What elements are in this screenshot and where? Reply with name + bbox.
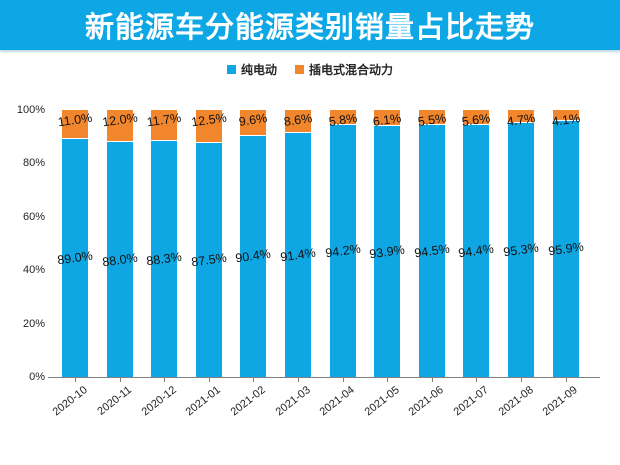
x-tick-label-text: 2021-07 xyxy=(451,384,491,419)
bar-segment-ev xyxy=(195,143,222,377)
chart-area: 0% 20% 40% 60% 80% 100% 11.0% 89.0% 2020-10 12.0%… xyxy=(0,85,620,465)
x-tick-mark xyxy=(208,378,210,382)
x-axis-line xyxy=(48,377,600,378)
x-tick-mark xyxy=(387,378,389,382)
y-tick-label: 40% xyxy=(22,264,45,277)
bar-segment-phev xyxy=(418,110,445,124)
page-title: 新能源车分能源类别销量占比走势 xyxy=(84,12,535,44)
bar-segment-ev xyxy=(418,124,445,377)
legend-item-ev: 纯电动 xyxy=(226,61,277,78)
bar-segment-phev xyxy=(508,110,534,122)
x-tick-label-text: 2020-11 xyxy=(95,384,134,418)
x-tick-label-text: 2021-04 xyxy=(317,384,357,419)
y-tick-label: 100% xyxy=(16,104,45,116)
x-tick-mark xyxy=(119,378,121,382)
bar-segment-phev xyxy=(374,110,401,126)
x-tick-label-text: 2021-06 xyxy=(406,384,447,419)
legend-label-ev: 纯电动 xyxy=(240,62,277,77)
bar-segment-phev xyxy=(195,110,222,143)
y-tick-label: 20% xyxy=(22,317,45,330)
legend-item-phev: 插电式混合动力 xyxy=(295,61,393,78)
y-tick-label: 60% xyxy=(22,210,45,223)
x-tick-label-text: 2021-01 xyxy=(183,384,224,419)
bar-segment-phev xyxy=(552,110,579,120)
x-tick-label-text: 2021-02 xyxy=(228,384,268,419)
x-tick-mark xyxy=(342,378,344,382)
bar-segment-ev xyxy=(285,132,311,377)
legend-label-phev: 插电式混合动力 xyxy=(309,62,394,77)
bar-segment-ev xyxy=(106,142,133,377)
bar-segment-phev xyxy=(151,110,178,141)
bar-segment-ev xyxy=(329,125,356,377)
bar-segment-phev xyxy=(240,110,267,135)
title-banner: 新能源车分能源类别销量占比走势 xyxy=(0,0,620,50)
ev-swatch-icon xyxy=(226,64,236,74)
bar-segment-ev xyxy=(240,135,267,377)
bar-segment-phev xyxy=(62,110,88,139)
x-tick-mark xyxy=(75,378,76,382)
x-tick-mark xyxy=(521,378,522,382)
bar-segment-ev xyxy=(552,120,579,377)
phev-swatch-icon xyxy=(295,64,304,74)
bar-segment-phev xyxy=(463,110,490,124)
x-tick-label-text: 2021-03 xyxy=(273,384,313,419)
x-tick-label-text: 2021-05 xyxy=(362,384,402,419)
x-tick-mark xyxy=(476,378,478,382)
bar-segment-ev xyxy=(374,126,401,377)
legend: 纯电动 插电式混合动力 xyxy=(0,58,620,80)
bar-segment-phev xyxy=(329,110,356,125)
bar-segment-phev xyxy=(285,110,311,132)
y-tick-label: 0% xyxy=(29,371,45,383)
x-tick-label-text: 2020-12 xyxy=(139,384,179,419)
x-tick-mark xyxy=(565,378,567,382)
bar-segment-ev xyxy=(463,124,490,377)
y-tick-label: 80% xyxy=(22,157,45,170)
x-tick-mark xyxy=(164,378,166,382)
bar-segment-ev xyxy=(508,122,534,377)
bar-segment-ev xyxy=(62,139,88,377)
x-tick-mark xyxy=(253,378,255,382)
x-tick-label-text: 2020-10 xyxy=(50,384,90,419)
bar-segment-phev xyxy=(106,110,133,142)
x-tick-label-text: 2021-09 xyxy=(540,384,580,419)
x-tick-mark xyxy=(431,378,433,382)
bar-segment-ev xyxy=(151,141,178,377)
x-tick-mark xyxy=(298,378,299,382)
x-tick-label-text: 2021-08 xyxy=(496,384,536,419)
